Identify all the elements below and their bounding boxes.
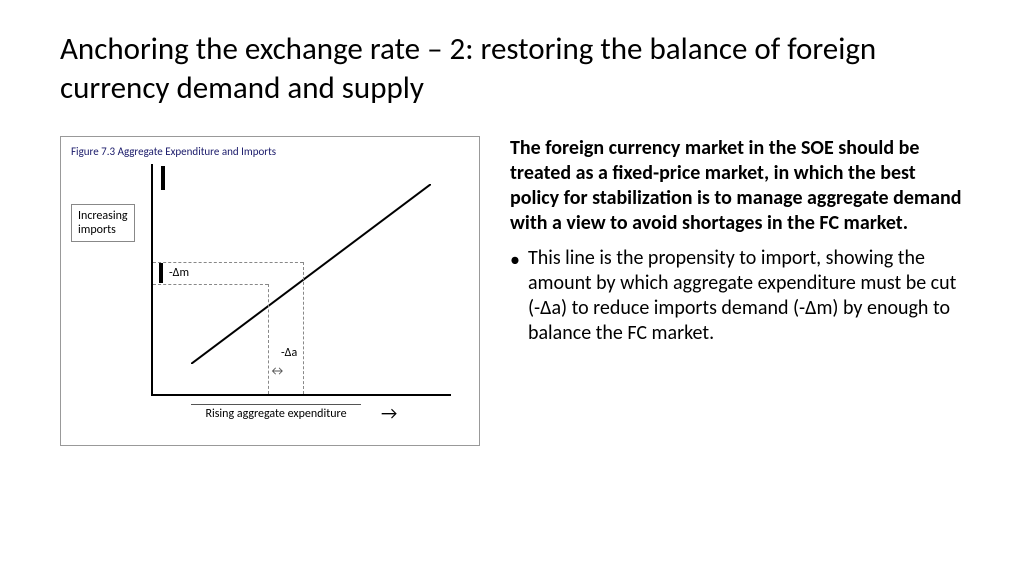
figure-panel: Figure 7.3 Aggregate Expenditure and Imp… bbox=[60, 136, 480, 446]
bullet-item: • This line is the propensity to import,… bbox=[510, 246, 964, 346]
dash-v-right bbox=[303, 262, 304, 394]
dash-h-lower bbox=[153, 284, 268, 285]
bullet-dot-icon: • bbox=[510, 246, 520, 346]
figure-caption: Figure 7.3 Aggregate Expenditure and Imp… bbox=[71, 145, 469, 158]
imports-label-box: Increasing imports bbox=[71, 204, 135, 243]
x-axis-label: Rising aggregate expenditure bbox=[191, 404, 361, 421]
content-row: Figure 7.3 Aggregate Expenditure and Imp… bbox=[60, 136, 964, 446]
delta-m-tick bbox=[159, 263, 163, 283]
delta-a-label: -Δa bbox=[281, 346, 297, 360]
y-tick-top bbox=[161, 166, 165, 190]
page-title: Anchoring the exchange rate – 2: restori… bbox=[60, 30, 964, 108]
bullet-text: This line is the propensity to import, s… bbox=[528, 246, 964, 346]
imports-label-1: Increasing bbox=[78, 209, 128, 223]
propensity-line bbox=[191, 184, 431, 364]
x-arrow-icon: → bbox=[381, 402, 397, 424]
imports-label-2: imports bbox=[78, 223, 128, 237]
text-panel: The foreign currency market in the SOE s… bbox=[510, 136, 964, 446]
chart-area: Increasing imports -Δm -Δa ↔ Rising aggr… bbox=[71, 164, 469, 434]
y-axis bbox=[151, 164, 153, 394]
x-axis bbox=[151, 394, 451, 396]
slide: Anchoring the exchange rate – 2: restori… bbox=[0, 0, 1024, 576]
delta-m-label: -Δm bbox=[169, 266, 189, 280]
delta-a-arrow-icon: ↔ bbox=[269, 364, 286, 379]
dash-h-upper bbox=[153, 262, 303, 263]
bold-paragraph: The foreign currency market in the SOE s… bbox=[510, 136, 964, 236]
